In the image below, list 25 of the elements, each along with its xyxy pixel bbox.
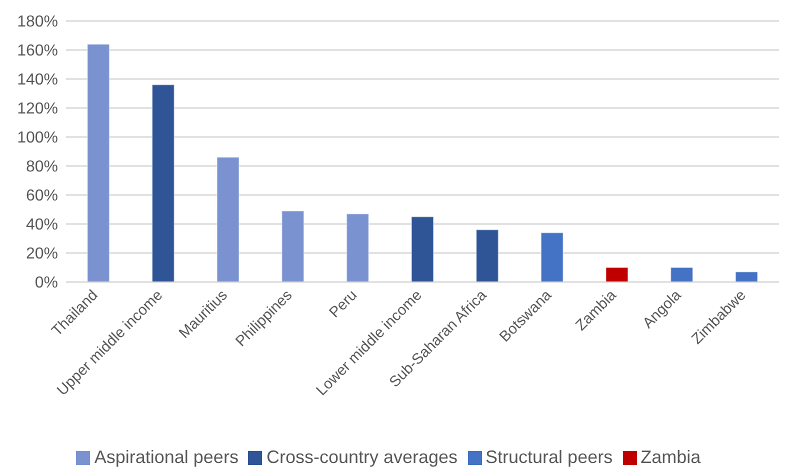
- y-tick-label: 0%: [34, 274, 58, 292]
- y-tick-label: 140%: [17, 72, 58, 89]
- y-tick-label: 160%: [17, 42, 58, 60]
- y-tick-label: 100%: [17, 130, 58, 147]
- bar: [540, 232, 564, 282]
- y-tick-label: 180%: [17, 14, 58, 31]
- y-tick-label: 120%: [17, 100, 58, 118]
- bar: [281, 210, 304, 282]
- y-tick-label: 60%: [26, 188, 58, 205]
- legend-label: Structural peers: [486, 447, 613, 467]
- bar: [216, 156, 240, 282]
- legend-label: Zambia: [640, 447, 701, 467]
- bar: [735, 271, 758, 282]
- bar: [86, 44, 110, 282]
- y-tick-label: 40%: [26, 216, 58, 234]
- legend-label: Cross-country averages: [266, 447, 458, 467]
- bar: [670, 267, 694, 282]
- bar: [346, 213, 370, 282]
- bar: [152, 84, 175, 282]
- bar: [476, 229, 499, 282]
- bar: [410, 216, 434, 282]
- legend-label: Aspirational peers: [94, 447, 238, 467]
- bar: [605, 267, 628, 282]
- y-tick-label: 80%: [26, 158, 58, 176]
- y-tick-label: 20%: [26, 246, 58, 263]
